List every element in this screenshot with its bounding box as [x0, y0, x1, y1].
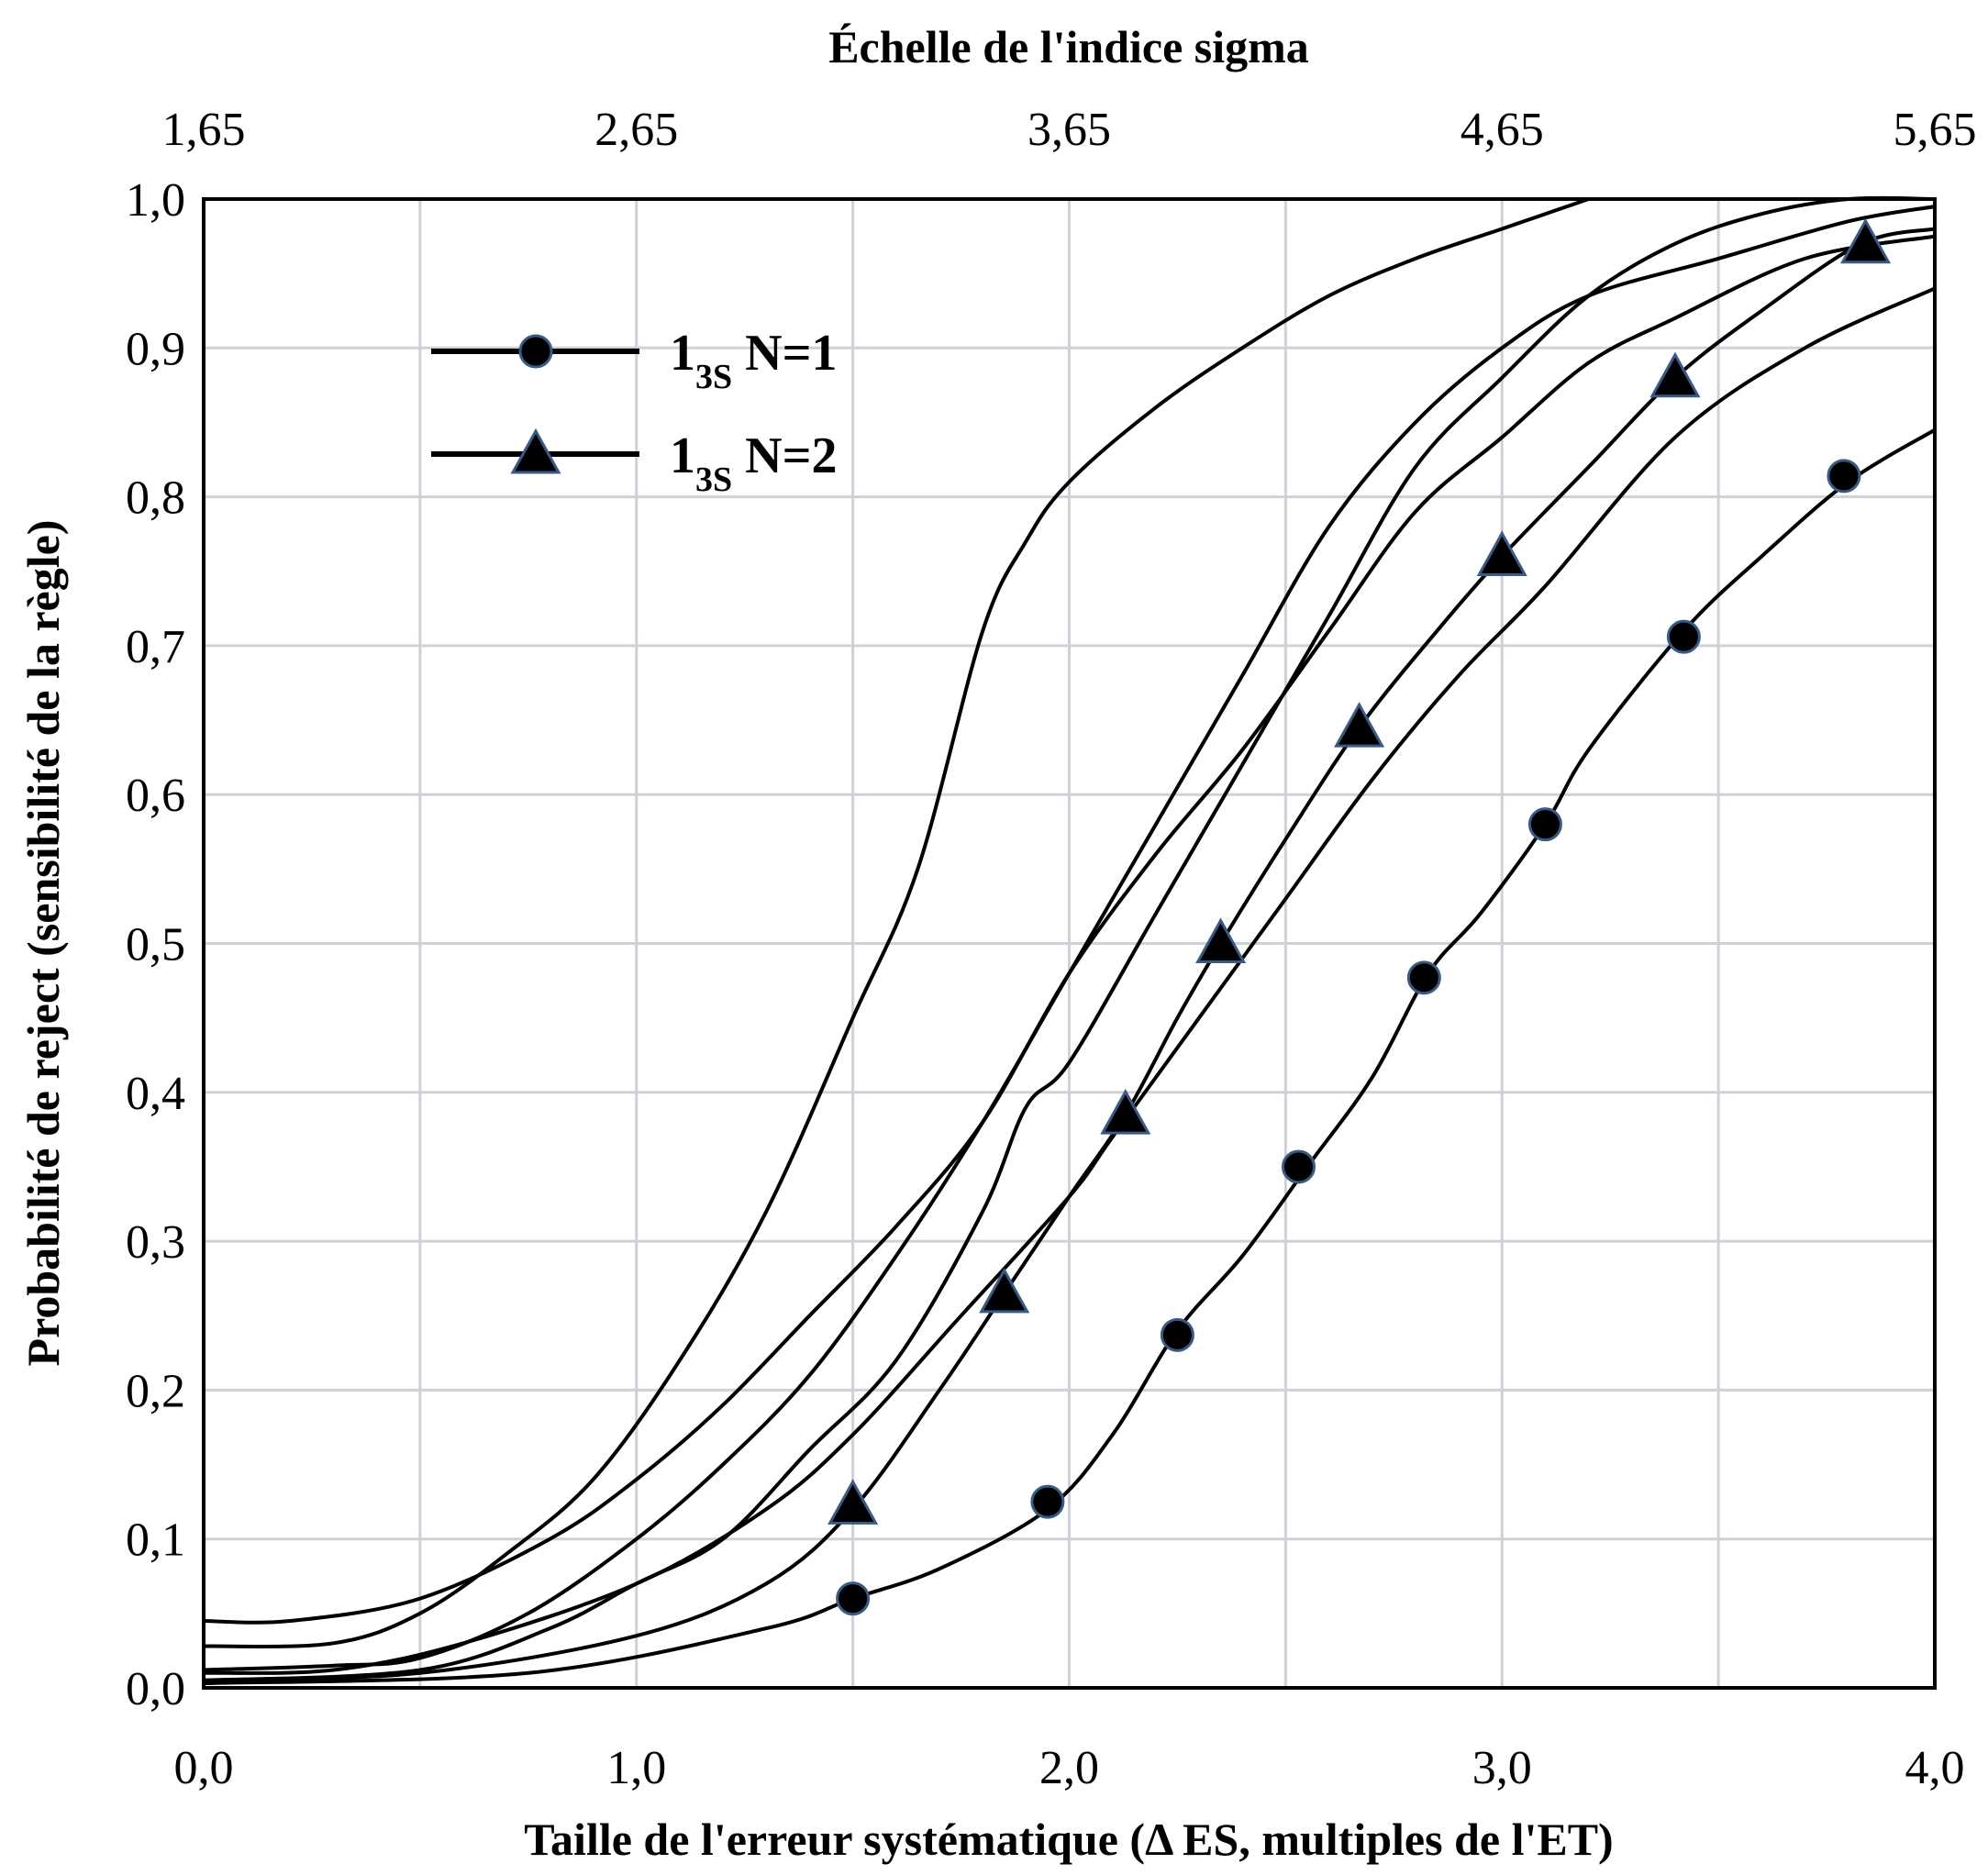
x-tick-label: 1,0 [606, 1742, 666, 1794]
data-point-circle [1030, 1484, 1065, 1519]
y-tick-label: 0,4 [126, 1068, 185, 1120]
tick-labels: 0,0 1,0 2,0 3,0 4,0 1,65 2,65 3,65 4,65 5,65 0,0 0,… [126, 104, 1977, 1794]
legend-entry-2: 13S N=2 [431, 427, 838, 499]
top-axis-title: Échelle de l'indice sigma [828, 21, 1309, 72]
legend: 13S N=1 13S N=2 [431, 325, 838, 499]
x-tick-label: 2,0 [1039, 1742, 1099, 1794]
series-line-2 [203, 227, 1936, 1682]
data-point-triangle [1839, 217, 1892, 264]
data-point-circle [1827, 459, 1861, 494]
data-point-circle [1406, 960, 1441, 995]
data-point-circle [836, 1581, 871, 1616]
top-tick-label: 4,65 [1460, 104, 1544, 156]
data-point-triangle [1100, 1089, 1151, 1135]
y-axis-title: Probabilité de reject (sensibilité de la… [17, 520, 69, 1367]
x-tick-label: 4,0 [1905, 1742, 1965, 1794]
plot-frame [202, 197, 1937, 1690]
y-tick-label: 1,0 [126, 174, 185, 227]
y-tick-label: 0,0 [126, 1663, 185, 1715]
y-tick-label: 0,7 [126, 621, 185, 673]
series-line-6 [203, 197, 1590, 1648]
data-point-circle [1160, 1317, 1194, 1352]
y-tick-label: 0,1 [126, 1514, 185, 1567]
data-point-triangle [979, 1267, 1030, 1314]
y-tick-label: 0,6 [126, 770, 185, 822]
y-tick-label: 0,8 [126, 472, 185, 525]
series-line-5 [203, 234, 1936, 1625]
series-markers [827, 217, 1892, 1616]
top-tick-label: 2,65 [594, 104, 678, 156]
x-tick-label: 0,0 [174, 1742, 234, 1794]
data-point-triangle [1195, 917, 1247, 963]
y-tick-label: 0,3 [126, 1216, 185, 1269]
data-point-circle [1282, 1149, 1316, 1184]
data-point-triangle [1476, 530, 1527, 577]
top-tick-label: 1,65 [162, 104, 246, 156]
x-axis-title: Taille de l'erreur systématique (Δ ES, m… [524, 1814, 1613, 1865]
data-point-triangle [1334, 702, 1385, 748]
legend-marker-triangle [510, 427, 561, 474]
y-tick-label: 0,2 [126, 1365, 185, 1417]
data-point-triangle [827, 1479, 879, 1525]
gridlines [204, 199, 1935, 1688]
legend-marker-circle [518, 334, 553, 369]
top-tick-label: 5,65 [1894, 104, 1977, 156]
data-point-triangle [1649, 351, 1701, 398]
series-lines [203, 195, 1937, 1686]
data-point-circle [1666, 619, 1701, 654]
x-tick-label: 3,0 [1472, 1742, 1532, 1794]
legend-entry-1: 13S N=1 [431, 325, 838, 396]
legend-label: 13S N=1 [670, 325, 838, 396]
y-tick-label: 0,9 [126, 323, 185, 375]
series-line-7 [203, 195, 1936, 1682]
data-point-circle [1527, 807, 1562, 842]
y-tick-label: 0,5 [126, 919, 185, 971]
legend-label: 13S N=2 [670, 427, 838, 499]
top-tick-label: 3,65 [1027, 104, 1111, 156]
